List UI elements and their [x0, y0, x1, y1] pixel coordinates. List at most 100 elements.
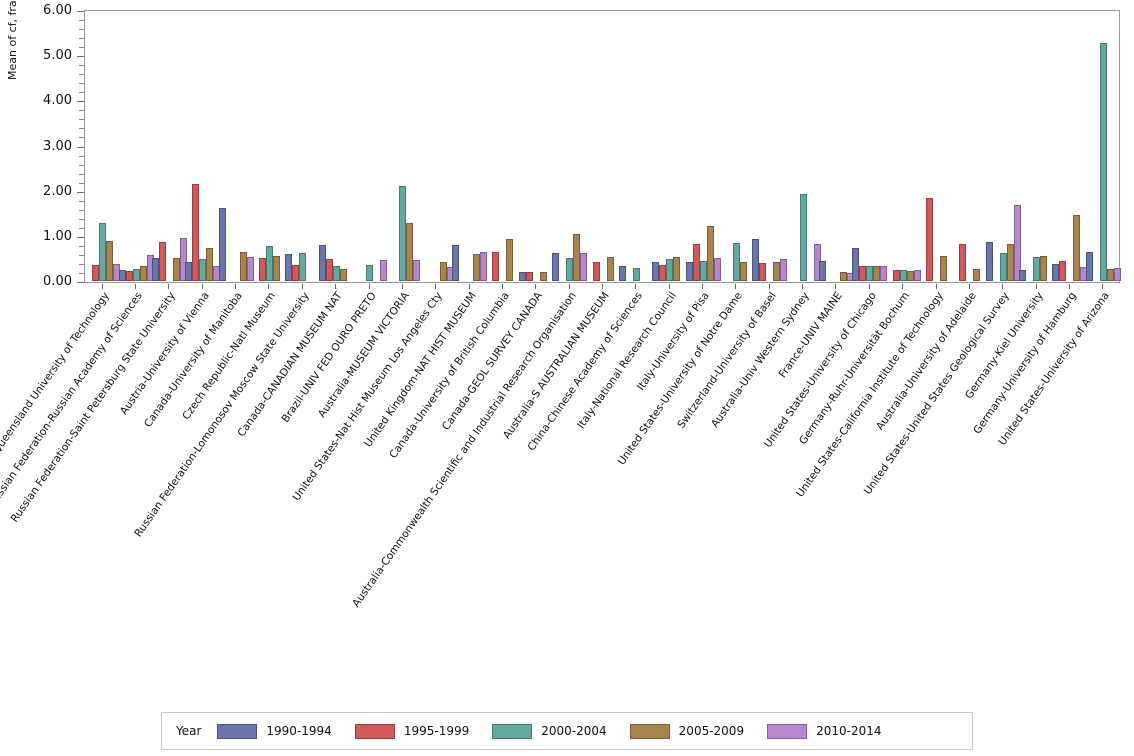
bar-group	[886, 11, 921, 281]
y-axis-tick	[77, 56, 84, 58]
bar	[999, 253, 1007, 281]
y-axis-tick-label: 5.00	[43, 48, 72, 64]
legend-label: 1990-1994	[266, 724, 332, 738]
bar	[592, 261, 600, 281]
x-axis-tick	[535, 284, 537, 289]
x-axis-tick-label: Australia-Commonwealth Scientific and In…	[349, 290, 579, 610]
x-axis-tick	[468, 284, 470, 289]
x-axis-tick-label: Russian Federation-Russian Academy of Sc…	[0, 290, 145, 510]
bar-group	[952, 11, 987, 281]
bar	[759, 263, 767, 281]
bar	[239, 251, 247, 281]
x-axis-tick	[568, 284, 570, 289]
bar-group	[419, 11, 454, 281]
bar-group	[919, 11, 954, 281]
y-axis-minor-tick	[79, 29, 84, 31]
legend-entry[interactable]: 1995-1999	[354, 723, 469, 739]
x-axis-tick	[501, 284, 503, 289]
legend-label: 2000-2004	[541, 724, 607, 738]
bar	[246, 257, 254, 281]
x-axis-tick	[735, 284, 737, 289]
y-axis-minor-tick	[79, 20, 84, 22]
bar	[151, 258, 159, 281]
bar	[1033, 257, 1041, 281]
x-axis-tick	[935, 284, 937, 289]
y-axis-tick-label: 0.00	[43, 274, 72, 289]
bar-group	[318, 11, 354, 281]
bar	[199, 259, 207, 281]
bar	[380, 260, 388, 281]
bar-group	[752, 11, 788, 281]
bar	[1019, 270, 1027, 281]
y-axis-tick	[77, 236, 84, 238]
bar	[1099, 42, 1107, 281]
bar-group	[118, 11, 154, 281]
bar-series-container	[86, 11, 1121, 281]
bar-group	[252, 11, 287, 281]
bar	[913, 269, 921, 281]
y-axis-tick-label: 4.00	[43, 93, 72, 109]
bar	[125, 271, 133, 281]
bar	[439, 262, 447, 281]
bar-group	[352, 11, 388, 281]
x-axis-tick	[135, 284, 137, 289]
bar	[632, 267, 640, 281]
bar	[752, 238, 760, 281]
x-axis-tick	[201, 284, 203, 289]
bar-group	[719, 11, 754, 281]
bar	[926, 198, 934, 281]
y-axis-minor-tick	[79, 47, 84, 49]
bar	[1085, 251, 1093, 281]
y-axis-minor-tick	[79, 119, 84, 121]
plot-area	[84, 10, 1121, 283]
y-axis-minor-tick	[79, 74, 84, 76]
bar-group	[485, 11, 520, 281]
y-axis-minor-tick	[79, 128, 84, 130]
bar	[892, 270, 900, 281]
y-axis-tick-label: 6.00	[43, 3, 72, 18]
legend-entry[interactable]: 2010-2014	[767, 723, 882, 739]
bar	[818, 260, 826, 281]
bar-group	[218, 11, 254, 281]
legend-entry[interactable]: 2000-2004	[492, 723, 607, 739]
x-axis-tick	[1102, 284, 1104, 289]
bar	[859, 266, 867, 281]
bar-group	[586, 11, 621, 281]
x-axis-tick	[1035, 284, 1037, 289]
legend-entry[interactable]: 2005-2009	[629, 723, 744, 739]
bar-group	[685, 11, 721, 281]
x-axis-tick	[301, 284, 303, 289]
bar	[399, 186, 407, 281]
bar-group	[618, 11, 654, 281]
bar	[525, 271, 533, 281]
bar	[1013, 205, 1021, 281]
x-axis-tick	[401, 284, 403, 289]
x-axis-tick	[602, 284, 603, 289]
legend-entry[interactable]: 1990-1994	[217, 723, 332, 739]
x-axis-tick	[635, 284, 637, 289]
x-axis-tick	[235, 284, 237, 289]
bar	[539, 272, 547, 281]
bar-group	[385, 11, 421, 281]
y-axis-tick-label: 3.00	[43, 138, 72, 154]
bar	[880, 266, 888, 281]
legend-title: Year	[176, 724, 202, 738]
y-axis-minor-tick	[79, 254, 84, 256]
y-axis-minor-tick	[79, 182, 84, 184]
bar	[839, 271, 847, 281]
x-axis-labels: Australia-Queensland University of Techn…	[0, 284, 1134, 704]
bar	[1073, 214, 1081, 281]
bar	[780, 259, 788, 281]
bar	[1006, 243, 1014, 281]
bar	[332, 266, 340, 281]
legend-swatch	[767, 723, 808, 739]
bar	[566, 257, 574, 281]
legend-entries: 1990-1994 1995-1999 2000-2004 2005-2009 2010…	[217, 723, 904, 739]
y-axis-tick-label: 1.00	[43, 228, 72, 244]
bar	[692, 244, 700, 281]
bar-group	[985, 11, 1021, 281]
bar	[473, 254, 481, 281]
y-axis-minor-tick	[79, 218, 84, 220]
bar	[985, 241, 993, 281]
y-axis-minor-tick	[79, 83, 84, 85]
